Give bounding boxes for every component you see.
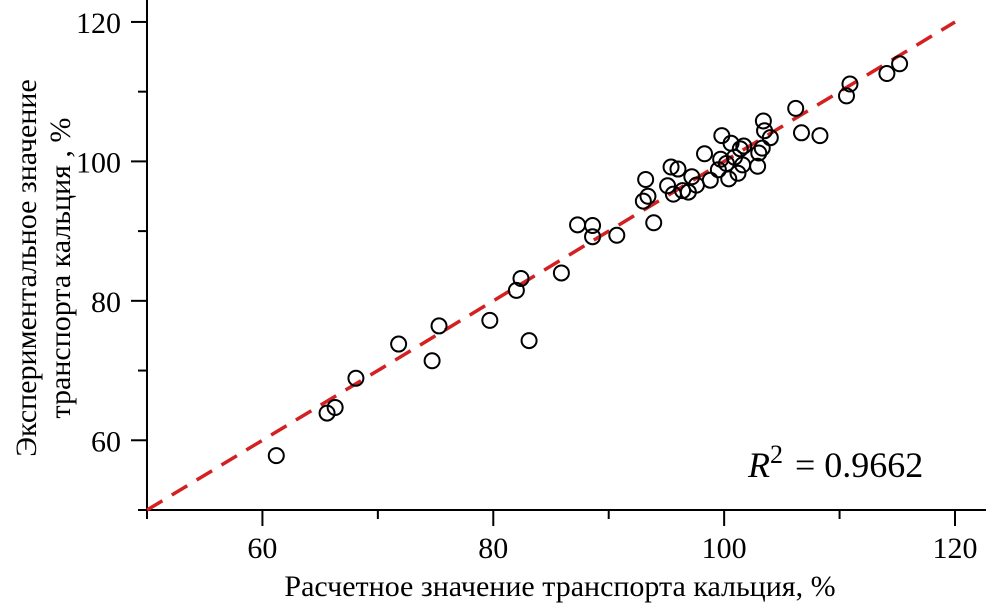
data-point — [608, 226, 626, 244]
y-tick-label: 120 — [76, 7, 121, 40]
data-points — [267, 55, 909, 465]
data-point — [701, 171, 719, 189]
y-axis-title: Экспериментальное значение транспорта ка… — [10, 79, 77, 457]
fit-line — [146, 20, 956, 512]
r2-symbol: R — [747, 445, 770, 485]
data-point — [683, 168, 701, 186]
x-tick-label: 80 — [478, 532, 508, 565]
r2-exponent: 2 — [770, 440, 783, 469]
x-tick-label: 100 — [702, 532, 747, 565]
data-point — [669, 160, 687, 178]
data-point — [754, 112, 772, 130]
data-point — [481, 311, 499, 329]
data-point — [662, 158, 680, 176]
data-point — [792, 124, 810, 142]
data-point — [749, 157, 767, 175]
data-point — [430, 317, 448, 335]
data-point — [787, 99, 805, 117]
data-point — [552, 264, 570, 282]
data-point — [390, 335, 408, 353]
data-point — [634, 192, 652, 210]
data-point — [696, 145, 714, 163]
r2-value: = 0.9662 — [795, 445, 923, 485]
data-point — [891, 55, 909, 73]
tick-labels: 60 80 100 120 60 80 100 120 — [76, 7, 978, 565]
data-point — [347, 369, 365, 387]
r2-annotation: R2 = 0.9662 — [747, 440, 923, 485]
data-point — [507, 281, 525, 299]
data-point — [731, 140, 749, 158]
data-point — [811, 127, 829, 145]
data-point — [729, 164, 747, 182]
data-point — [637, 171, 655, 189]
data-point — [645, 214, 663, 232]
data-point — [584, 228, 602, 246]
axis-ticks — [131, 20, 956, 526]
data-point — [520, 332, 538, 350]
y-axis-title-line2: транспорта кальция , % — [44, 118, 77, 419]
x-tick-label: 120 — [933, 532, 978, 565]
y-tick-label: 80 — [91, 286, 121, 319]
data-point — [512, 270, 530, 288]
data-point — [735, 137, 753, 155]
data-point — [878, 65, 896, 83]
data-point — [753, 139, 771, 157]
data-point — [841, 75, 859, 93]
data-point — [639, 187, 657, 205]
data-point — [720, 170, 738, 188]
data-point — [267, 447, 285, 465]
data-point — [750, 144, 768, 162]
data-point — [761, 129, 779, 147]
data-point — [837, 87, 855, 105]
y-tick-label: 60 — [91, 425, 121, 458]
data-point — [659, 177, 677, 195]
x-axis-title: Расчетное значение транспорта кальция, % — [284, 570, 835, 603]
data-point — [423, 352, 441, 370]
data-point — [713, 127, 731, 145]
data-point — [584, 217, 602, 235]
y-axis-title-line1: Экспериментальное значение — [10, 79, 43, 457]
data-point — [569, 216, 587, 234]
x-tick-label: 60 — [247, 532, 277, 565]
data-point — [326, 399, 344, 417]
y-tick-label: 100 — [76, 146, 121, 179]
